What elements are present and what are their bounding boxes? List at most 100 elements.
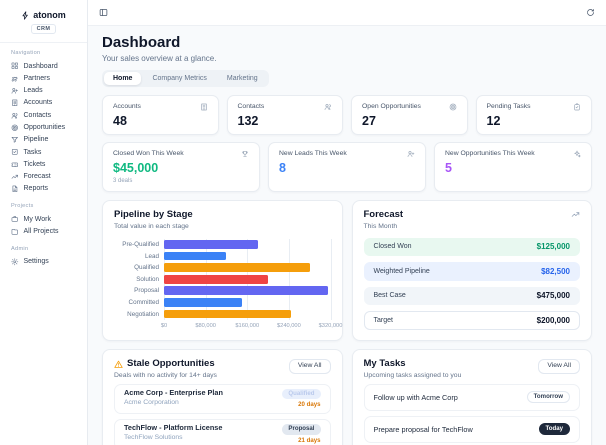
opportunity-name: TechFlow - Platform License: [124, 423, 223, 433]
chart-bar-pre-qualified: [164, 240, 258, 249]
sidebar: atonom CRM Navigation Dashboard Partners Le…: [0, 0, 88, 445]
sidebar-item-label: Accounts: [23, 99, 53, 107]
days-stale: 21 days: [298, 437, 321, 445]
users-icon: [11, 112, 19, 120]
stat-value: 5: [445, 161, 452, 176]
stat-card-new-opportunities-this-week: New Opportunities This Week 5: [434, 142, 592, 192]
chart-category-label: Pre-Qualified: [122, 240, 159, 248]
task-item[interactable]: Prepare proposal for TechFlow Today: [363, 415, 580, 443]
stale-opportunities-panel: Stale Opportunities Deals with no activi…: [102, 348, 343, 445]
tab-home[interactable]: Home: [104, 71, 142, 85]
sparkles-icon: [573, 150, 581, 158]
chart-bar-row-pre-qualified: [164, 239, 331, 251]
sidebar-item-my-work[interactable]: My Work: [11, 213, 76, 225]
pipeline-panel: Pipeline by Stage Total value in each st…: [102, 199, 343, 341]
chart-bar-row-lead: [164, 250, 331, 262]
trending-up-icon: [11, 173, 19, 181]
sidebar-toggle-icon[interactable]: [99, 8, 108, 17]
pipeline-chart: Pre-Qualified Lead Qualified Solution Propos…: [114, 238, 343, 331]
chart-x-axis: $0 $80,000 $160,000 $240,000 $320,000: [161, 322, 343, 331]
sidebar-item-partners[interactable]: Partners: [11, 72, 76, 84]
chart-bar-row-negotiation: [164, 308, 331, 320]
sidebar-item-label: My Work: [23, 215, 51, 223]
stat-value: 12: [486, 113, 501, 128]
stat-label: Closed Won This Week: [113, 150, 184, 158]
sidebar-item-forecast[interactable]: Forecast: [11, 171, 76, 183]
stale-title: Stale Opportunities: [127, 357, 215, 369]
pipeline-subtitle: Total value in each stage: [114, 222, 189, 230]
nav-section-label-admin: Admin: [11, 245, 29, 252]
opportunity-name: Acme Corp - Enterprise Plan: [124, 387, 223, 397]
dashboard-content: Dashboard Your sales overview at a glanc…: [88, 26, 606, 445]
chart-bar-row-qualified: [164, 262, 331, 274]
brand: atonom CRM: [0, 0, 87, 43]
charts-row: Pipeline by Stage Total value in each st…: [102, 199, 592, 341]
main-area: Dashboard Your sales overview at a glanc…: [88, 0, 606, 445]
brand-name: atonom: [33, 10, 66, 20]
sidebar-item-tickets[interactable]: Tickets: [11, 158, 76, 170]
refresh-icon[interactable]: [586, 8, 595, 17]
dashboard-icon: [11, 62, 19, 70]
stat-value: 8: [279, 161, 286, 176]
sidebar-item-label: Opportunities: [23, 124, 66, 132]
chart-category-label: Negotiation: [127, 310, 159, 318]
sidebar-item-settings[interactable]: Settings: [11, 256, 76, 268]
tasks-view-all-button[interactable]: View All: [538, 358, 580, 374]
chart-bar-lead: [164, 251, 227, 261]
stats-row: Accounts 48 Contacts 132 Open Opportunities 2…: [102, 94, 592, 136]
forecast-row-label: Best Case: [373, 292, 406, 300]
trophy-icon: [241, 150, 249, 158]
tasks-list: Follow up with Acme Corp Tomorrow Prepare …: [363, 383, 580, 445]
trending-up-icon: [571, 210, 580, 219]
opportunity-company: Acme Corporation: [124, 398, 179, 406]
sidebar-item-accounts[interactable]: Accounts: [11, 97, 76, 109]
forecast-title: Forecast: [363, 208, 404, 220]
stale-view-all-button[interactable]: View All: [288, 358, 331, 374]
page-title: Dashboard: [102, 34, 181, 51]
forecast-row-weighted-pipeline: Weighted Pipeline $82,500: [363, 262, 580, 281]
stat-card-accounts: Accounts 48: [102, 94, 219, 136]
sidebar-item-label: Partners: [23, 74, 50, 82]
sidebar-item-reports[interactable]: Reports: [11, 183, 76, 195]
stat-value: 132: [237, 113, 259, 128]
target-icon: [11, 124, 19, 132]
stat-label: Pending Tasks: [486, 102, 531, 110]
warning-icon: [114, 360, 123, 369]
sidebar-item-contacts[interactable]: Contacts: [11, 109, 76, 121]
sidebar-item-all-projects[interactable]: All Projects: [11, 225, 76, 237]
tab-marketing[interactable]: Marketing: [226, 74, 258, 82]
forecast-row-value: $125,000: [536, 242, 570, 252]
due-badge: Tomorrow: [526, 391, 570, 404]
sidebar-item-opportunities[interactable]: Opportunities: [11, 121, 76, 133]
sidebar-item-pipeline[interactable]: Pipeline: [11, 134, 76, 146]
chart-bar-row-committed: [164, 297, 331, 309]
opportunity-item[interactable]: Acme Corp - Enterprise Plan Acme Corporat…: [114, 383, 331, 415]
building-icon: [11, 99, 19, 107]
sidebar-item-label: Tickets: [23, 160, 46, 168]
tab-company-metrics[interactable]: Company Metrics: [152, 74, 207, 82]
chart-category-label: Proposal: [134, 287, 159, 295]
stale-opportunities-list: Acme Corp - Enterprise Plan Acme Corporat…: [114, 383, 331, 445]
chart-axis-tick: $80,000: [195, 322, 216, 329]
stat-label: Open Opportunities: [362, 102, 421, 110]
chart-axis-tick: $240,000: [277, 322, 301, 329]
chart-gridline: [288, 238, 290, 320]
sidebar-item-tasks[interactable]: Tasks: [11, 146, 76, 158]
opportunity-company: TechFlow Solutions: [124, 434, 183, 442]
topbar: [88, 0, 606, 26]
my-tasks-panel: My Tasks Upcoming tasks assigned to you …: [351, 348, 592, 445]
days-stale: 20 days: [298, 401, 321, 409]
forecast-row-value: $82,500: [541, 266, 570, 276]
sidebar-item-dashboard[interactable]: Dashboard: [11, 60, 76, 72]
lists-row: Stale Opportunities Deals with no activi…: [102, 348, 592, 445]
forecast-row-closed-won: Closed Won $125,000: [363, 237, 580, 257]
sidebar-item-leads[interactable]: Leads: [11, 85, 76, 97]
sidebar-item-label: Contacts: [23, 111, 52, 119]
opportunity-item[interactable]: TechFlow - Platform License TechFlow Solu…: [114, 419, 331, 445]
task-item[interactable]: Follow up with Acme Corp Tomorrow: [363, 383, 580, 411]
sidebar-item-label: Pipeline: [23, 136, 49, 144]
funnel-icon: [11, 136, 19, 144]
stat-card-contacts: Contacts 132: [226, 94, 343, 136]
sidebar-item-label: Leads: [23, 87, 43, 95]
brand-logo-icon: [21, 10, 30, 20]
